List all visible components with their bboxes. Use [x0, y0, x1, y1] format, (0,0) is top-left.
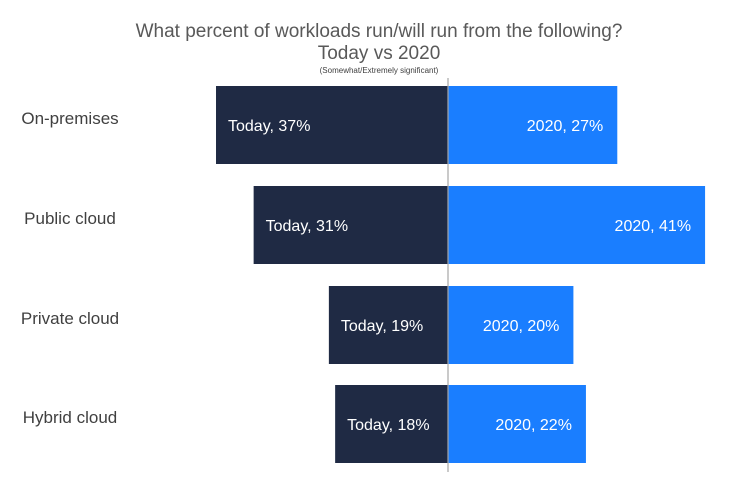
- bar-2020-1: [448, 186, 706, 264]
- bars-group: [216, 86, 706, 463]
- data-label-today-3: Today, 18%: [347, 417, 429, 434]
- bar-today-2: [328, 286, 448, 364]
- category-label-2: Private cloud: [21, 309, 119, 328]
- bar-today-0: [216, 86, 448, 164]
- data-label-2020-2: 2020, 20%: [483, 318, 560, 335]
- bar-today-1: [253, 186, 448, 264]
- category-label-0: On-premises: [21, 109, 118, 128]
- chart-title-line2: Today vs 2020: [318, 43, 441, 64]
- data-label-today-2: Today, 19%: [341, 318, 423, 335]
- bar-today-3: [335, 385, 448, 463]
- category-label-1: Public cloud: [24, 209, 116, 228]
- chart-subtitle: (Somewhat/Extremely significant): [320, 66, 439, 75]
- chart-title: What percent of workloads run/will run f…: [136, 21, 623, 42]
- bar-2020-0: [448, 86, 618, 164]
- data-labels-group: Today, 37% 2020, 27% Today, 31% 2020, 41% To…: [228, 118, 691, 434]
- data-label-today-1: Today, 31%: [266, 218, 348, 235]
- data-label-today-0: Today, 37%: [228, 118, 310, 135]
- category-labels-group: On-premises Public cloud Private cloud Hybr…: [21, 109, 119, 427]
- category-label-3: Hybrid cloud: [23, 408, 118, 427]
- data-label-2020-0: 2020, 27%: [527, 118, 604, 135]
- data-label-2020-1: 2020, 41%: [615, 218, 692, 235]
- bar-2020-2: [448, 286, 574, 364]
- bar-2020-3: [448, 385, 586, 463]
- data-label-2020-3: 2020, 22%: [495, 417, 572, 434]
